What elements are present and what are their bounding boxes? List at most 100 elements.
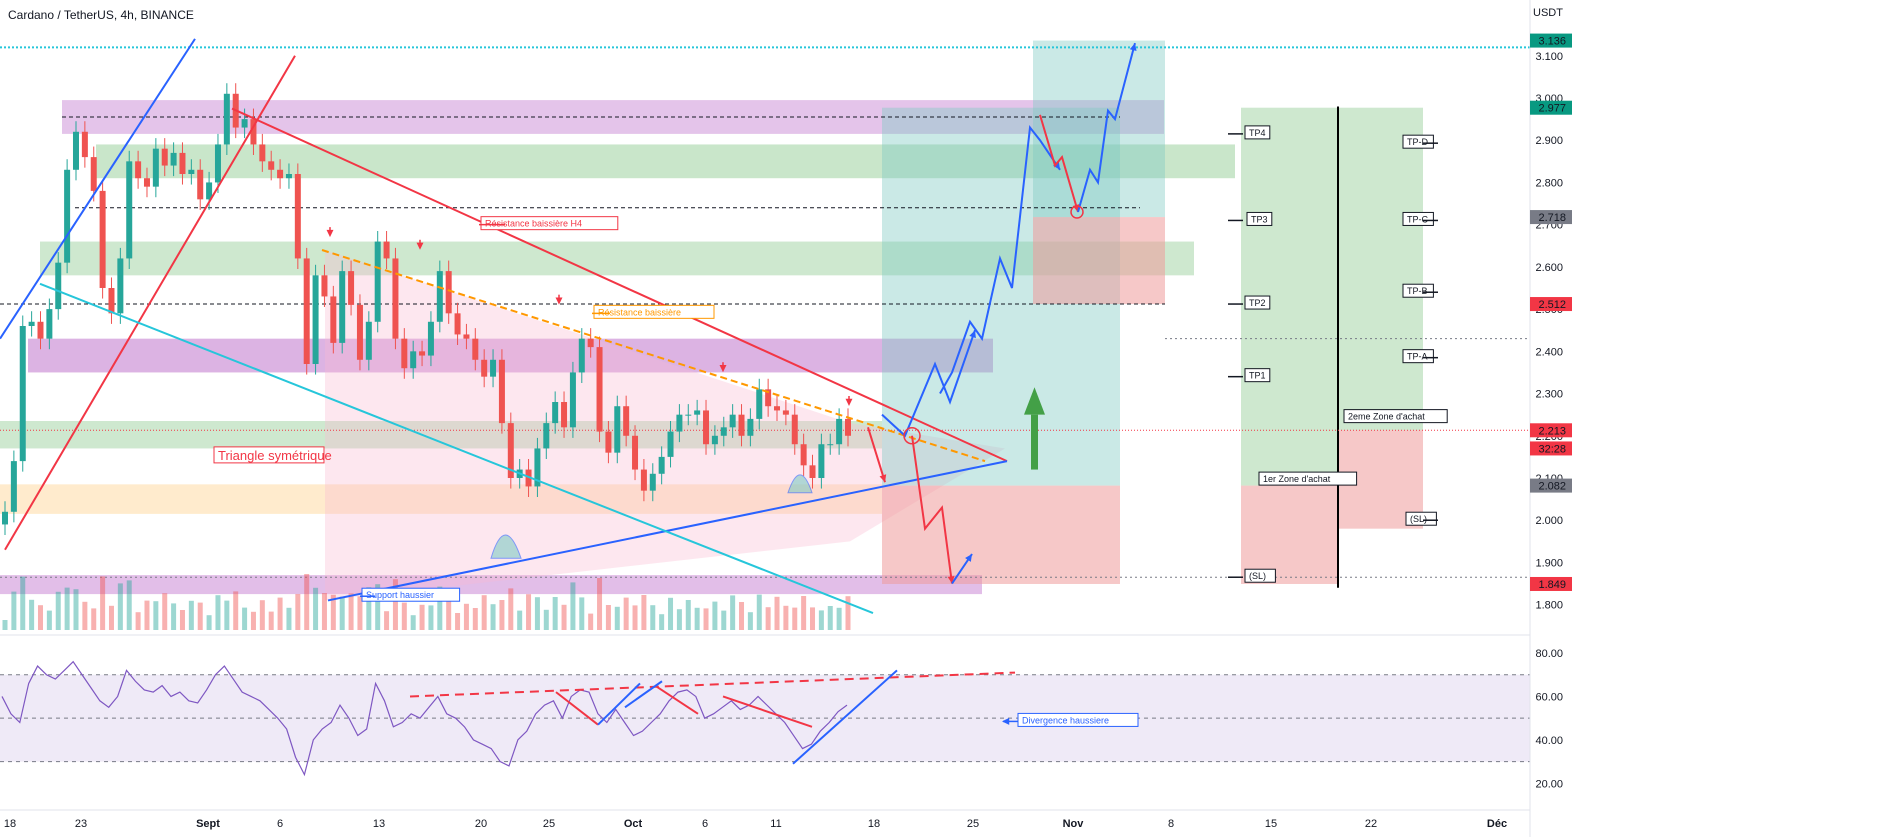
candle [259,144,266,162]
svg-text:2.512: 2.512 [1538,299,1566,311]
candle [552,402,559,424]
projection-down-long [911,435,955,584]
candle [640,469,647,491]
time-tick: 11 [770,818,781,830]
retest-circle [1070,205,1084,219]
candle [214,144,221,183]
svg-text:Résistance baissière: Résistance baissière [598,307,681,317]
candle [383,241,390,259]
svg-text:TP3: TP3 [1251,214,1268,224]
volume-bar [446,598,452,630]
candle [561,402,568,428]
projection-down-short [867,427,887,483]
support-zone-1850 [0,575,982,595]
volume-bar [2,620,8,630]
volume-bar [410,615,416,630]
volume-bar [481,595,487,630]
candle [161,148,168,166]
svg-text:TP1: TP1 [1249,371,1266,381]
candle [809,465,816,478]
time-tick: 13 [373,818,385,830]
rejection-arrow [416,239,424,250]
projection-up-2 [939,125,1061,395]
price-badge: 32:28 [1530,441,1572,456]
candle [427,321,434,356]
volume-bar [64,587,70,630]
candle [2,511,8,525]
candle [481,359,488,377]
volume-bar [570,582,576,630]
volume-bar [668,597,674,630]
long-stop-box [882,485,1120,584]
candle [534,448,541,487]
volume-bar [712,601,718,630]
volume-bar [605,605,611,630]
volume-bar [91,608,97,630]
triangle-label: Triangle symétrique [213,446,332,464]
volume-bar [810,607,816,630]
time-tick: 8 [1168,818,1174,830]
candle [135,161,142,179]
rsi-lower-high [722,695,813,728]
volume-bar [508,588,514,630]
candle [720,427,727,436]
candle [170,152,177,166]
price-tick: 2.600 [1535,262,1563,274]
price-tick: 1.800 [1535,600,1563,612]
second-stop-box [1033,217,1165,305]
price-badge: 2.718 [1530,210,1572,225]
volume-bar [845,596,851,630]
svg-text:1.849: 1.849 [1538,579,1566,591]
candle [445,271,452,314]
candle [800,444,807,466]
annotation-label: Résistance baissière H4 [480,216,619,231]
candle [356,304,363,360]
candle [348,271,355,305]
candle [632,435,639,470]
candle [285,174,292,179]
candle [436,271,443,322]
annotation-label: TP1 [1244,368,1271,383]
volume-bar [321,593,327,630]
annotation-label: TP3 [1246,211,1273,226]
candle [676,414,683,432]
price-tick: 3.100 [1535,51,1563,63]
candle [321,275,328,297]
rsi-upswing [624,680,663,709]
annotation-label: 2eme Zone d'achat [1343,409,1448,424]
projection-up-1 [881,329,976,438]
volume-bar [641,595,647,630]
candle [81,131,88,158]
candle [294,174,301,259]
candle [188,169,195,174]
volume-bar [108,605,114,630]
candle [711,435,718,445]
volume-bar [224,600,230,630]
candle [623,406,630,436]
volume-bar [313,587,319,630]
rsi-upswing [597,682,641,726]
candle [19,326,26,462]
candle [658,456,665,474]
volume-bar [472,608,478,630]
candle [836,418,843,445]
volume-bar [37,605,43,630]
volume-bar [73,589,79,630]
svg-text:Triangle symétrique: Triangle symétrique [218,448,332,463]
candle [605,431,612,453]
candle [410,351,417,369]
time-tick: 23 [75,818,87,830]
svg-text:2.977: 2.977 [1538,103,1566,115]
candle [756,389,763,419]
candle [587,338,594,348]
volume-bar [295,594,301,630]
cyan-downtrend-line [39,282,874,615]
candle [703,410,710,445]
annotation-label: 1er Zone d'achat [1258,471,1358,486]
candle [241,119,248,128]
uptrend-line-red [4,55,296,551]
volume-bar [419,604,425,630]
svg-text:3.136: 3.136 [1538,36,1566,48]
rsi-band [0,674,1530,762]
